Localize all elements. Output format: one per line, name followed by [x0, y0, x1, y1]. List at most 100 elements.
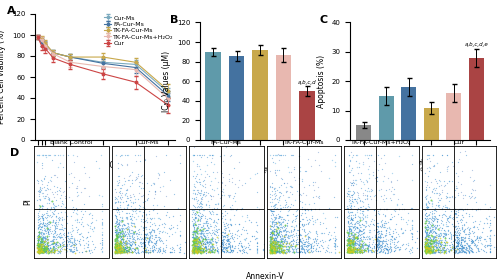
Point [322, 226, 330, 230]
Point [42, 247, 50, 251]
Point [270, 245, 278, 249]
Point [280, 228, 288, 233]
Point [134, 236, 142, 241]
Point [140, 207, 148, 211]
Point [122, 238, 130, 242]
Point [112, 242, 120, 246]
Point [116, 232, 124, 237]
Point [214, 217, 222, 221]
Point [201, 244, 209, 249]
Point [116, 235, 124, 239]
Point [312, 246, 320, 251]
Point [364, 248, 372, 252]
Point [50, 237, 58, 242]
Point [480, 244, 488, 249]
Point [35, 244, 43, 248]
Point [346, 181, 354, 186]
Point [422, 196, 430, 200]
Point [292, 214, 300, 219]
Point [268, 229, 276, 234]
Point [51, 229, 59, 234]
Point [280, 233, 288, 237]
Point [311, 158, 319, 162]
Point [291, 246, 299, 250]
Point [304, 217, 312, 221]
Point [40, 249, 48, 253]
Point [210, 246, 218, 251]
Point [294, 188, 302, 193]
Point [448, 160, 456, 164]
Point [196, 247, 203, 252]
Point [126, 249, 134, 253]
Point [194, 240, 202, 245]
Point [202, 218, 209, 223]
Point [36, 242, 44, 247]
Point [190, 250, 198, 255]
Point [402, 242, 410, 246]
Point [454, 213, 462, 217]
Point [298, 240, 306, 245]
Point [288, 249, 296, 254]
Point [42, 242, 50, 246]
Point [422, 249, 430, 254]
Point [351, 211, 359, 216]
Point [307, 208, 315, 213]
Point [253, 241, 261, 246]
Point [292, 231, 300, 236]
Point [203, 241, 211, 246]
Point [218, 237, 226, 242]
Point [281, 205, 289, 209]
Point [42, 242, 50, 247]
Point [119, 217, 127, 222]
Point [192, 239, 200, 243]
Point [304, 232, 312, 237]
Point [113, 178, 121, 183]
Point [280, 223, 288, 227]
Point [140, 248, 148, 252]
Point [192, 246, 200, 251]
Point [348, 248, 356, 253]
Point [40, 246, 48, 250]
Point [306, 217, 314, 222]
Point [220, 234, 228, 239]
Point [208, 206, 216, 211]
Point [371, 248, 379, 252]
Point [425, 233, 433, 237]
Point [456, 243, 464, 248]
Point [429, 249, 437, 254]
Point [370, 193, 378, 198]
Point [274, 248, 282, 252]
Point [40, 176, 48, 180]
Point [426, 235, 434, 239]
Point [282, 198, 290, 202]
Point [34, 235, 42, 239]
Bar [300, 91, 314, 140]
Point [208, 242, 216, 247]
Point [114, 232, 122, 237]
Point [151, 248, 159, 252]
Point [212, 227, 220, 231]
Point [268, 230, 276, 235]
Point [353, 209, 361, 214]
Point [42, 240, 50, 244]
Point [130, 194, 138, 198]
Point [193, 239, 201, 243]
Point [128, 208, 136, 212]
Point [294, 232, 302, 237]
Point [98, 240, 106, 245]
Point [438, 249, 446, 253]
Point [142, 248, 150, 253]
Point [44, 235, 52, 239]
Point [116, 223, 124, 227]
Point [140, 245, 148, 249]
Point [112, 236, 120, 240]
Point [39, 220, 47, 224]
Point [348, 237, 356, 241]
Point [384, 245, 392, 250]
Point [344, 242, 352, 246]
Point [231, 246, 239, 250]
Point [56, 250, 64, 255]
Point [124, 188, 132, 192]
Point [423, 232, 431, 236]
Point [346, 250, 354, 255]
